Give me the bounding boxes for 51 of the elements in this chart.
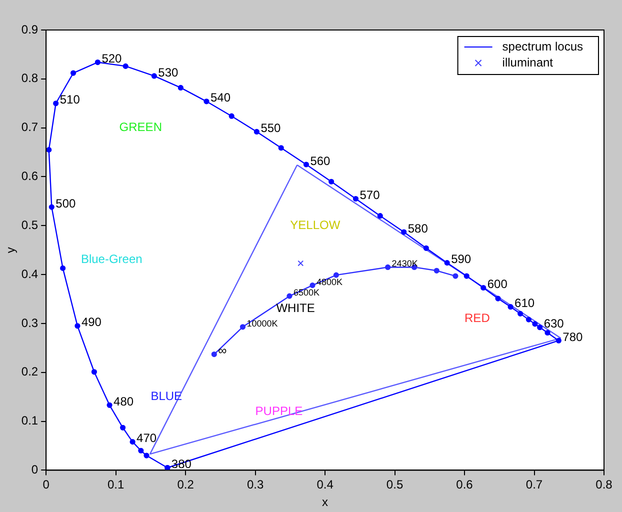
y-tick-label: 0.1 <box>21 414 38 428</box>
annotation: 2430K <box>392 258 418 269</box>
annotation: 500 <box>56 196 76 210</box>
annotation: 630 <box>544 316 564 331</box>
y-tick-label: 0.5 <box>21 218 38 232</box>
x-tick-label: 0.2 <box>177 478 194 492</box>
x-tick-label: 0.1 <box>107 478 124 492</box>
annotation: WHITE <box>276 301 315 316</box>
legend-label: illuminant <box>502 55 554 70</box>
annotation: 580 <box>408 221 428 236</box>
y-tick-label: 0.3 <box>21 316 38 330</box>
legend-label: spectrum locus <box>502 39 584 54</box>
x-tick-label: 0.4 <box>316 478 334 492</box>
annotation: 530 <box>158 65 179 80</box>
annotation: YELLOW <box>290 218 341 232</box>
annotation: Blue-Green <box>80 252 142 266</box>
annotation: 590 <box>451 252 472 266</box>
x-tick-label: 0.8 <box>596 478 613 492</box>
x-tick-label: 0.7 <box>526 478 543 492</box>
annotation: 490 <box>81 315 102 330</box>
y-tick-label: 0.7 <box>21 120 38 134</box>
annotation: 780 <box>562 330 584 344</box>
annotation: 570 <box>360 188 380 202</box>
annotation: 480 <box>114 394 134 408</box>
annotation: PUPPLE <box>255 404 303 418</box>
y-tick-label: 0.9 <box>21 22 38 36</box>
annotation: GREEN <box>119 120 162 134</box>
x-tick-label: 0.3 <box>246 478 264 492</box>
x-axis-title: x <box>322 495 328 510</box>
y-tick-label: 0 <box>31 462 38 477</box>
annotation: 600 <box>487 277 508 292</box>
y-tick-label: 0.8 <box>21 71 38 86</box>
annotation: 540 <box>210 90 231 105</box>
annotation: ∞ <box>218 344 228 358</box>
annotation: 470 <box>136 431 157 446</box>
annotation: 550 <box>260 121 282 136</box>
annotation: 610 <box>514 296 535 310</box>
annotation: RED <box>464 310 490 325</box>
annotation: 520 <box>102 52 122 66</box>
x-tick-label: 0 <box>42 478 50 492</box>
x-tick-label: 0.6 <box>456 478 474 492</box>
annotation: 6500K <box>293 288 320 298</box>
annotation: 560 <box>310 154 331 168</box>
y-tick-label: 0.2 <box>21 364 38 379</box>
y-tick-label: 0.4 <box>21 266 38 281</box>
annotation: 4800K <box>316 276 343 287</box>
annotation: 10000K <box>246 318 278 328</box>
x-tick-label: 0.5 <box>386 478 404 492</box>
annotation: 510 <box>60 92 80 107</box>
y-tick-label: 0.6 <box>21 169 38 184</box>
y-axis-title: y <box>4 247 18 254</box>
